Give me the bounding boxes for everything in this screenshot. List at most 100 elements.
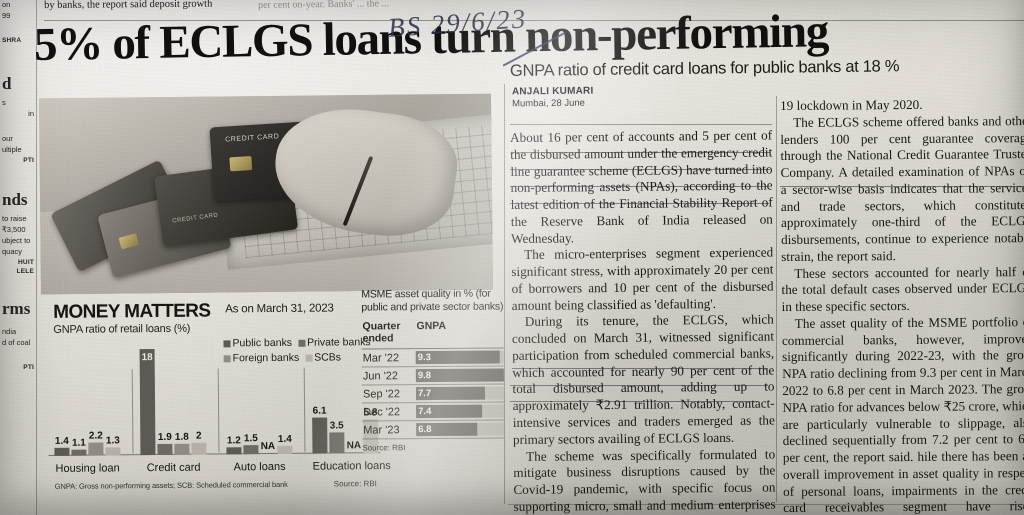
card-label: CREDIT CARD <box>171 211 219 224</box>
article-paragraph: 19 lockdown in May 2020. <box>780 96 923 113</box>
msme-source: Source: RBI <box>362 443 406 453</box>
bar-value-label: 1.4 <box>54 435 69 447</box>
rule-under-byline <box>510 124 772 125</box>
table-row: Mar '23 6.8 <box>362 420 505 440</box>
pen-underline <box>510 169 770 170</box>
article-paragraph: During its tenure, the ECLGS, which conc… <box>511 311 775 447</box>
legend-swatch-icon <box>223 340 231 348</box>
msme-table-panel: MSME asset quality in % (for public and … <box>361 287 508 500</box>
fragment: PTI <box>23 156 34 164</box>
category-label: Auto loans <box>233 460 286 474</box>
fragment: ndia <box>2 327 17 337</box>
gnpa-bar-fill: 7.4 <box>416 404 483 419</box>
article-divider <box>504 84 505 504</box>
fragment: d <box>2 74 12 94</box>
fragment: SHRA <box>2 36 22 44</box>
cell-gnpa: 9.3 <box>415 348 504 367</box>
fragment: d of coal <box>2 338 31 348</box>
legend-swatch-icon <box>298 339 306 347</box>
bar-value-label: 1.3 <box>105 435 120 447</box>
bar-value-label: 1.5 <box>243 433 258 445</box>
bar-fill <box>54 447 70 456</box>
column-divider <box>36 0 37 515</box>
col-gnpa: GNPA <box>415 318 504 349</box>
bar-value-label: 1.1 <box>71 437 86 449</box>
fragment: ubject to <box>2 235 31 245</box>
bar-group: 1.2 1.5 NA 1.4 Auto loans <box>226 348 293 473</box>
bar-value-label: NA <box>260 440 276 453</box>
table-row: Dec '22 7.4 <box>362 402 505 422</box>
pen-underline <box>510 401 758 402</box>
bar-fill <box>71 449 87 456</box>
bar-value-label: 18 <box>141 352 153 364</box>
bar-fill <box>139 349 156 456</box>
article-photo: CREDIT CARD CREDIT CARD <box>38 93 494 295</box>
cell-quarter: Sep '22 <box>361 384 417 404</box>
category-label: Housing loan <box>55 462 120 475</box>
author-name: ANJALI KUMARI <box>511 85 594 98</box>
fragment: on <box>2 0 11 9</box>
group-separator <box>303 367 306 452</box>
fragment: s <box>2 98 6 108</box>
bar-group: 18 1.9 1.8 2 Credit card <box>139 349 207 474</box>
fragment: ₹3,500 <box>2 224 26 234</box>
infographic-as-on: As on March 31, 2023 <box>225 302 334 316</box>
fragment: nds <box>2 190 28 210</box>
rule-above-headline <box>44 20 1024 21</box>
bar-value-label: NA <box>346 440 362 452</box>
gnpa-bar-fill: 7.7 <box>415 386 486 401</box>
cell-gnpa: 7.7 <box>415 384 505 403</box>
bar-value-label: 6.1 <box>312 405 327 417</box>
fragment: to raise <box>2 214 27 224</box>
cell-quarter: Mar '22 <box>361 348 416 368</box>
article-paragraph: The asset quality of the MSME portfolio … <box>781 314 1024 515</box>
cell-gnpa: 6.8 <box>416 420 505 439</box>
infographic-subtitle: GNPA ratio of retail loans (%) <box>53 322 191 336</box>
cell-quarter: Dec '22 <box>362 402 417 422</box>
cell-quarter: Mar '23 <box>362 420 417 440</box>
gnpa-bar: 9.8 <box>415 368 504 383</box>
cell-quarter: Jun '22 <box>361 366 416 386</box>
bar-fill <box>329 432 345 454</box>
gnpa-bar: 7.7 <box>415 386 505 401</box>
pen-underline <box>780 186 1024 187</box>
gnpa-bar: 6.8 <box>416 422 505 437</box>
group-separator <box>131 369 134 454</box>
pen-underline <box>512 152 770 153</box>
bar-fill <box>277 445 293 454</box>
fragment: ultiple <box>2 144 22 154</box>
fragment: 99 <box>2 10 11 20</box>
article-column-2: 19 lockdown in May 2020. The ECLGS scheme… <box>780 96 1024 515</box>
article-paragraph: These sectors accounted for nearly half … <box>781 263 1024 315</box>
card-chip <box>118 233 140 250</box>
bar-value-label: 1.9 <box>157 431 172 443</box>
col-quarter: Quarter ended <box>361 319 416 350</box>
pen-underline <box>510 385 768 386</box>
gnpa-bar: 7.4 <box>416 404 505 419</box>
fragment: our <box>2 133 13 143</box>
table-row: Sep '22 7.7 <box>361 384 505 404</box>
bar-value-label: 1.4 <box>277 433 292 445</box>
table-row: Mar '22 9.3 <box>361 348 504 368</box>
pen-underline <box>512 368 768 369</box>
cell-gnpa: 7.4 <box>416 402 505 421</box>
bar-fill <box>226 447 242 455</box>
bar-chart: 1.4 1.1 2.2 1.3 Housing loan 18 1.9 1.8 2 Credit … <box>48 347 391 476</box>
bar-value-label: 2 <box>195 430 202 442</box>
pen-underline <box>510 186 768 187</box>
gnpa-bar-fill: 9.3 <box>415 350 500 365</box>
bar-group: 1.4 1.1 2.2 1.3 Housing loan <box>54 349 121 475</box>
gnpa-bar-fill: 9.8 <box>415 368 504 383</box>
bottom-rule <box>508 504 1024 505</box>
table-row: Jun '22 9.8 <box>361 366 504 386</box>
category-label: Credit card <box>146 461 201 475</box>
dateline: Mumbai, 28 June <box>512 97 585 110</box>
chart-footnote: GNPA: Gross non-performing assets; SCB: … <box>54 479 288 491</box>
pen-underline <box>510 203 769 204</box>
article-paragraph: The micro-enterprises segment experience… <box>511 244 774 313</box>
bar-value-label: 2.2 <box>88 430 103 442</box>
msme-table: Quarter ended GNPA Mar '22 9.3 Jun '22 9.8 S… <box>361 318 505 440</box>
bar-fill <box>105 447 121 456</box>
fragment: PTI <box>23 364 34 372</box>
